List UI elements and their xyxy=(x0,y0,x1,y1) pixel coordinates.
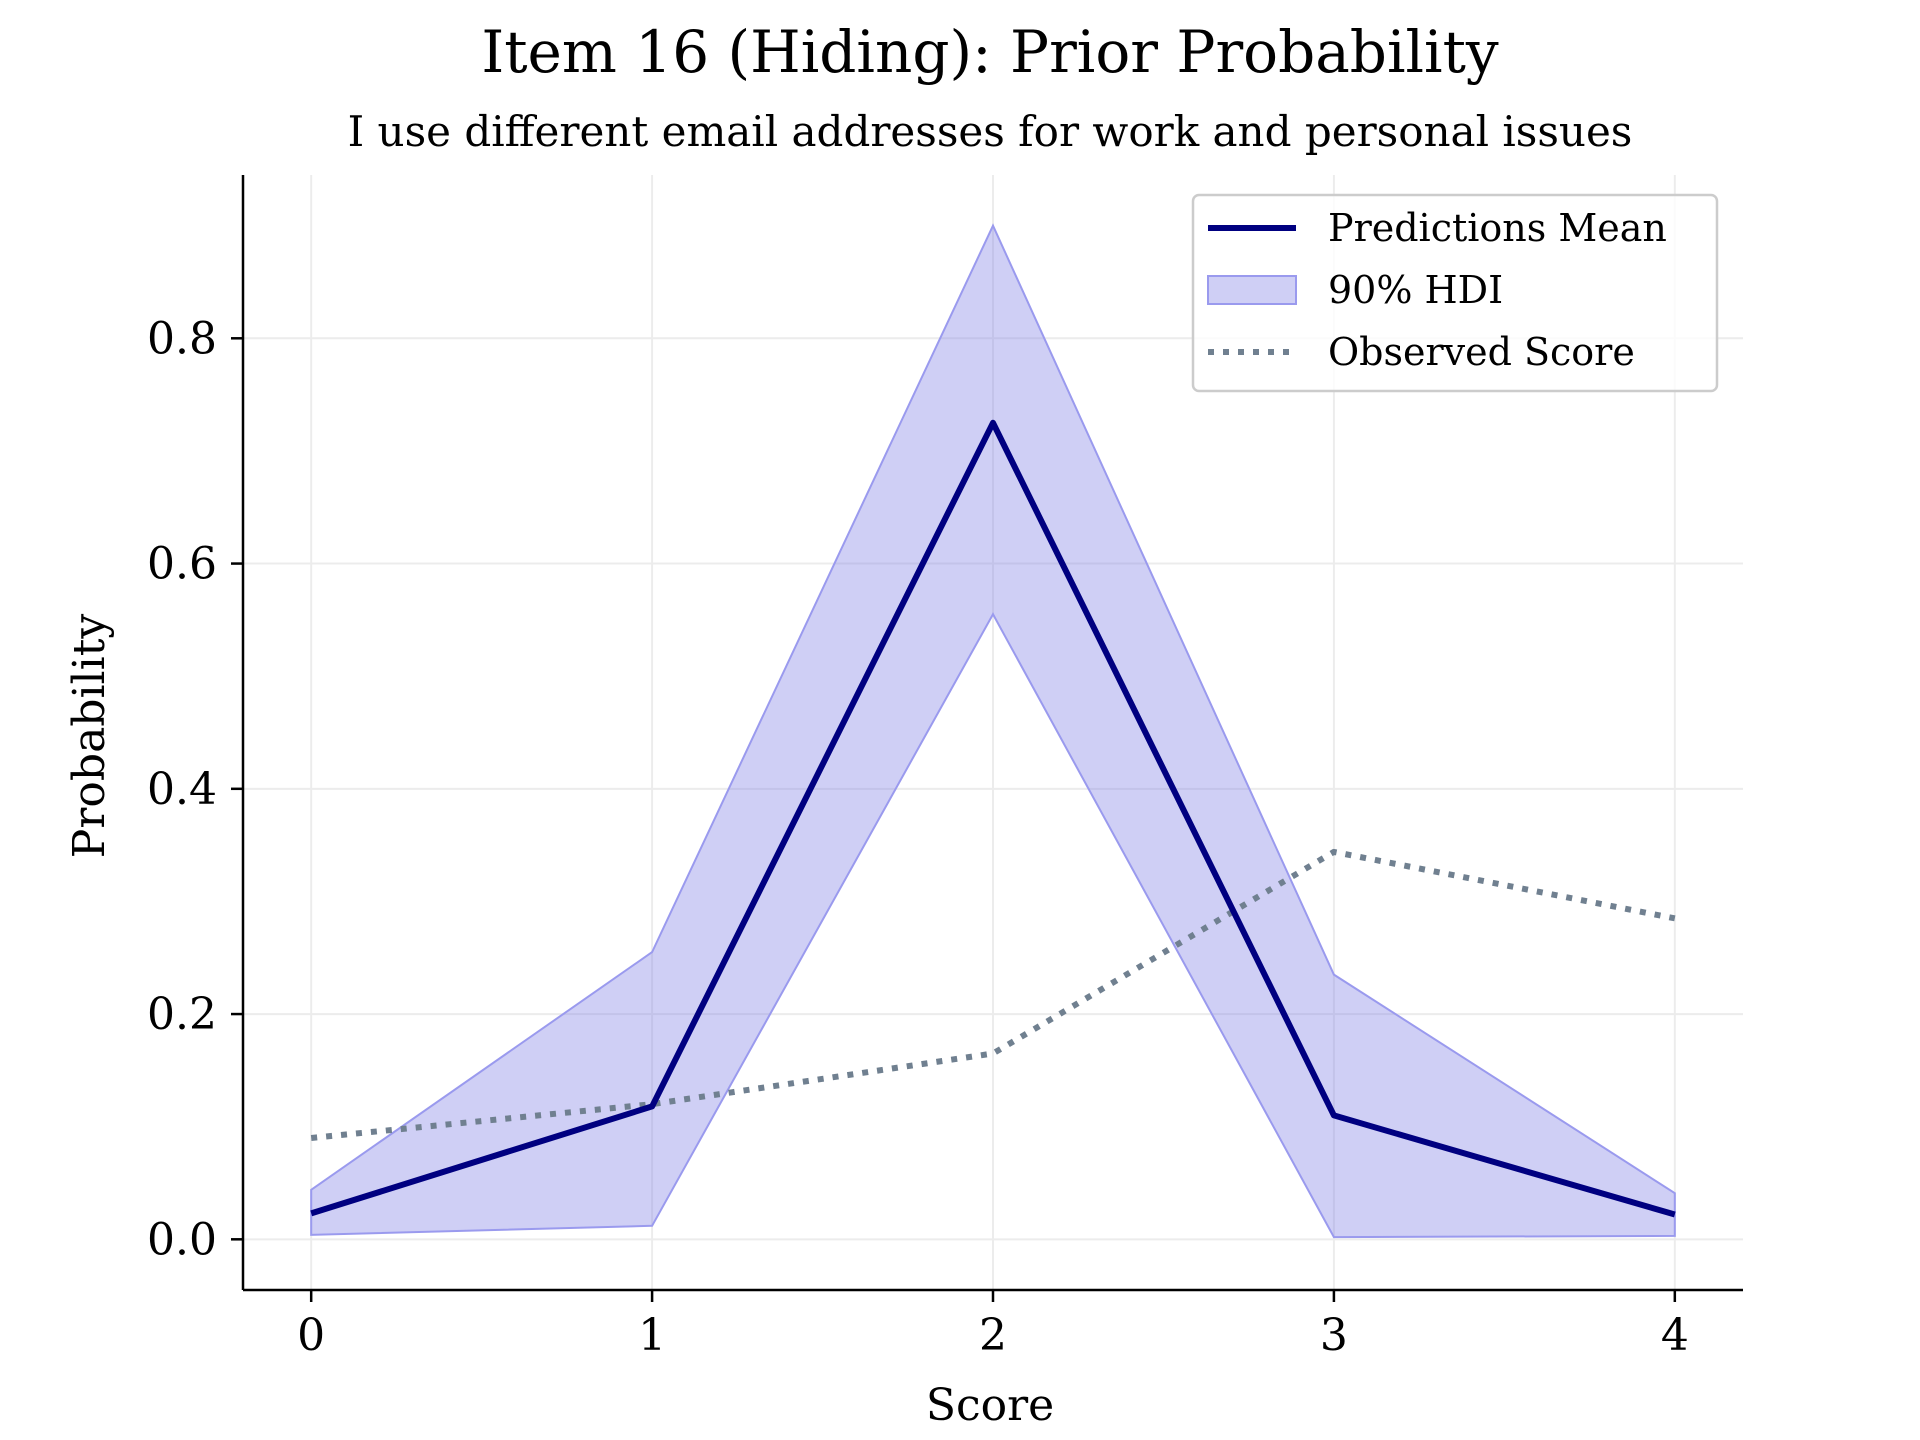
predictions-mean-line xyxy=(310,419,1676,1218)
series-lines xyxy=(310,419,1676,1218)
y-tick-label: 0.0 xyxy=(147,1214,217,1265)
x-tick-label: 0 xyxy=(297,1310,325,1361)
x-tick-label: 1 xyxy=(638,1310,666,1361)
hdi-band xyxy=(310,223,1676,1239)
x-tick-label: 2 xyxy=(979,1310,1007,1361)
legend-hdi-label: 90% HDI xyxy=(1328,268,1503,312)
chart-title: Item 16 (Hiding): Prior Probability xyxy=(481,18,1499,86)
x-tick-label: 4 xyxy=(1661,1310,1689,1361)
legend-frame xyxy=(1191,193,1719,393)
y-ticks: 0.0 0.2 0.4 0.6 0.8 xyxy=(147,313,243,1265)
legend-mean-label: Predictions Mean xyxy=(1328,206,1667,250)
y-tick-label: 0.8 xyxy=(147,313,217,364)
x-ticks: 0 1 2 3 4 xyxy=(297,1290,1689,1361)
y-tick-label: 0.4 xyxy=(147,764,217,815)
legend-observed-label: Observed Score xyxy=(1328,330,1635,374)
y-tick-label: 0.2 xyxy=(147,989,217,1040)
legend-hdi-swatch xyxy=(1207,275,1297,305)
y-tick-label: 0.6 xyxy=(147,539,217,590)
chart-subtitle: I use different email addresses for work… xyxy=(348,107,1633,156)
y-axis-label: Probability xyxy=(64,614,115,859)
hdi-band-area xyxy=(310,223,1676,1239)
legend: Predictions Mean 90% HDI Observed Score xyxy=(1191,193,1719,393)
x-tick-label: 3 xyxy=(1320,1310,1348,1361)
x-axis-label: Score xyxy=(926,1380,1054,1431)
observed-score-line xyxy=(310,848,1676,1141)
